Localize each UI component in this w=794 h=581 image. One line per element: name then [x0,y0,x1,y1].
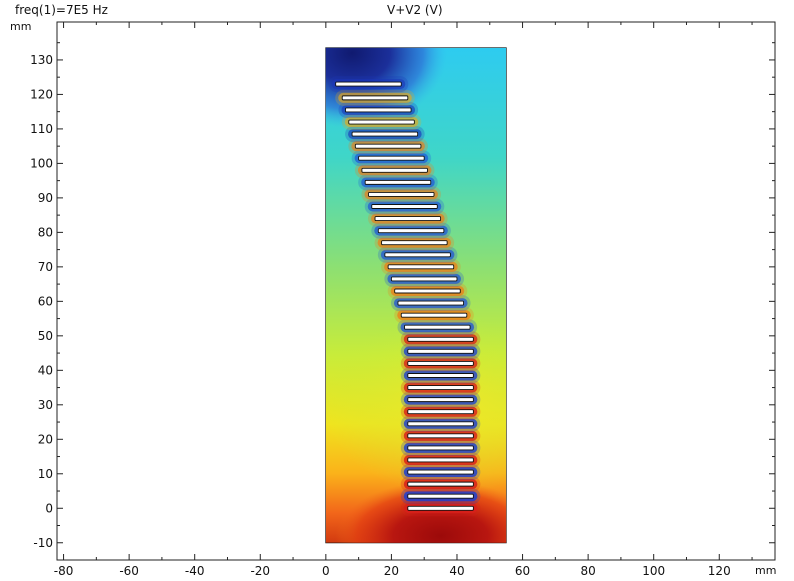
y-tick-label: 100 [30,156,53,170]
electrode [407,360,474,366]
electrode [371,204,438,209]
y-axis-unit: mm [10,20,31,33]
electrode [407,336,474,342]
electrode [351,131,419,137]
y-tick-label: 40 [38,363,53,377]
y-tick-label: 30 [38,398,53,412]
y-tick-label: 20 [38,432,53,446]
x-tick-label: 80 [580,564,595,578]
electrode [394,288,461,294]
axis-ticks: -80 -60 -40 -20 0 20 40 60 80 100 120 -10 0 10 20 30 40 5… [10,20,776,578]
electrode [400,312,468,318]
y-tick-label: 0 [45,501,53,515]
electrode [407,421,474,427]
plot-area-border [56,21,776,561]
x-tick-label: -40 [185,564,205,578]
electrode [345,107,412,113]
x-tick-label: -60 [119,564,139,578]
y-tick-label: 120 [30,87,53,101]
y-tick-label: 10 [38,467,53,481]
x-tick-label: 40 [449,564,464,578]
electrode [407,445,474,451]
electrode [358,155,425,161]
plot-title: V+V2 (V) [387,3,443,17]
x-tick-label: 0 [322,564,330,578]
electrode [335,81,402,87]
electrode [368,191,435,197]
y-tick-label: 70 [38,260,53,274]
x-tick-label: 20 [384,564,399,578]
electrode [407,409,474,415]
electrode-array [335,81,474,511]
y-tick-label: 80 [38,225,53,239]
y-tick-label: -10 [33,536,53,550]
electrode [407,493,474,499]
x-tick-label: -80 [54,564,74,578]
parameter-label: freq(1)=7E5 Hz [15,3,108,17]
electrode [377,228,445,234]
x-tick-label: -20 [250,564,270,578]
electrode [387,264,455,270]
y-tick-label: 110 [30,122,53,136]
electrode [407,348,474,354]
y-tick-label: 130 [30,53,53,67]
potential-field [325,47,507,543]
electrode [407,373,474,378]
electrode [354,143,422,149]
electrode [374,216,442,222]
electrode [407,457,474,463]
electrode [407,481,474,487]
electrode [407,397,474,403]
electrode [348,119,415,125]
y-tick-label: 60 [38,294,53,308]
electrode [407,385,474,391]
y-tick-label: 90 [38,191,53,205]
electrode [407,433,474,439]
x-tick-label: 120 [708,564,731,578]
electrode [390,276,458,282]
electrode [381,240,448,246]
electrode [384,252,451,258]
electrode [361,167,428,173]
y-tick-label: 50 [38,329,53,343]
electrode [407,505,474,511]
electrode [341,95,409,101]
x-tick-label: 60 [515,564,530,578]
x-axis-unit: mm [755,564,776,577]
electrode [397,300,464,306]
electrode [407,469,474,475]
electrode [404,324,471,330]
x-tick-label: 100 [642,564,665,578]
electrode [364,179,432,185]
